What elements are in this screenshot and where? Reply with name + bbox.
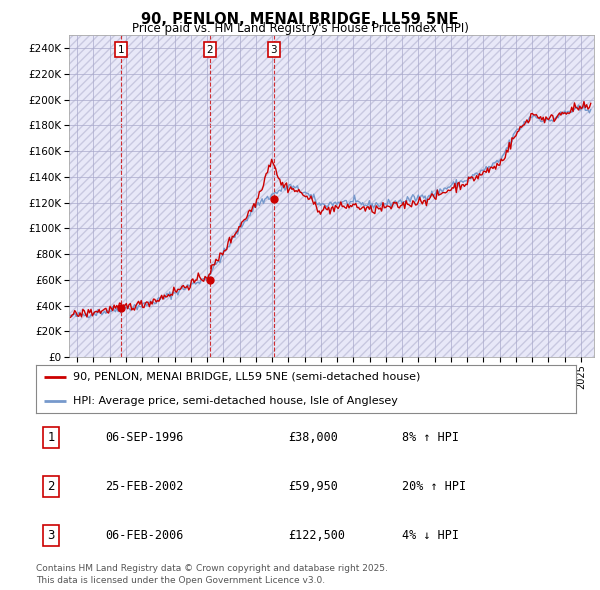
Text: 25-FEB-2002: 25-FEB-2002: [105, 480, 184, 493]
Text: Contains HM Land Registry data © Crown copyright and database right 2025.
This d: Contains HM Land Registry data © Crown c…: [36, 565, 388, 585]
Text: 20% ↑ HPI: 20% ↑ HPI: [402, 480, 466, 493]
Text: 8% ↑ HPI: 8% ↑ HPI: [402, 431, 459, 444]
Text: 06-SEP-1996: 06-SEP-1996: [105, 431, 184, 444]
Text: £38,000: £38,000: [288, 431, 338, 444]
Text: 90, PENLON, MENAI BRIDGE, LL59 5NE: 90, PENLON, MENAI BRIDGE, LL59 5NE: [141, 12, 459, 27]
Text: 1: 1: [47, 431, 55, 444]
Text: 3: 3: [271, 45, 277, 55]
Text: £59,950: £59,950: [288, 480, 338, 493]
Text: 90, PENLON, MENAI BRIDGE, LL59 5NE (semi-detached house): 90, PENLON, MENAI BRIDGE, LL59 5NE (semi…: [73, 372, 420, 382]
Text: Price paid vs. HM Land Registry's House Price Index (HPI): Price paid vs. HM Land Registry's House …: [131, 22, 469, 35]
Text: 2: 2: [206, 45, 213, 55]
Text: HPI: Average price, semi-detached house, Isle of Anglesey: HPI: Average price, semi-detached house,…: [73, 396, 398, 406]
Text: 2: 2: [47, 480, 55, 493]
Text: £122,500: £122,500: [288, 529, 345, 542]
Text: 4% ↓ HPI: 4% ↓ HPI: [402, 529, 459, 542]
Text: 06-FEB-2006: 06-FEB-2006: [105, 529, 184, 542]
Text: 3: 3: [47, 529, 55, 542]
Text: 1: 1: [118, 45, 124, 55]
